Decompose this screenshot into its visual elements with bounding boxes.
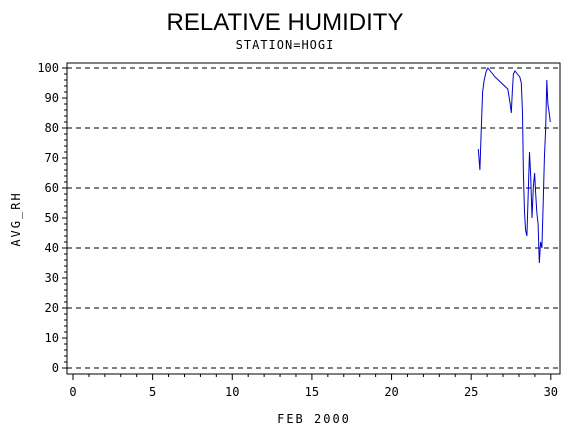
x-tick-label: 10 <box>225 385 239 399</box>
x-tick-label: 0 <box>69 385 76 399</box>
y-axis-label: AVG_RH <box>9 191 23 246</box>
y-tick-label: 0 <box>52 361 59 375</box>
reference-lines <box>67 67 560 369</box>
y-tick-label: 80 <box>45 121 59 135</box>
y-tick-label: 50 <box>45 211 59 225</box>
y-tick-label: 20 <box>45 301 59 315</box>
y-tick-label: 100 <box>37 61 59 75</box>
x-tick-label: 25 <box>464 385 478 399</box>
chart-subtitle: STATION=HOGI <box>236 38 335 52</box>
y-tick-label: 40 <box>45 241 59 255</box>
y-tick-label: 60 <box>45 181 59 195</box>
y-tick-label: 90 <box>45 91 59 105</box>
x-tick-label: 30 <box>544 385 558 399</box>
y-tick-label: 30 <box>45 271 59 285</box>
y-tick-label: 10 <box>45 331 59 345</box>
y-axis: 0 10 20 30 40 50 60 70 80 90 100 <box>37 61 67 375</box>
x-tick-label: 20 <box>384 385 398 399</box>
x-tick-label: 5 <box>149 385 156 399</box>
chart-title: RELATIVE HUMIDITY <box>167 9 404 36</box>
y-tick-label: 70 <box>45 151 59 165</box>
x-axis-label: FEB 2000 <box>277 412 351 426</box>
series-line-0 <box>477 67 551 264</box>
series-layer <box>477 67 551 264</box>
x-axis: 0 5 10 15 20 25 30 <box>69 374 558 399</box>
x-tick-label: 15 <box>305 385 319 399</box>
plot-frame <box>66 62 561 375</box>
